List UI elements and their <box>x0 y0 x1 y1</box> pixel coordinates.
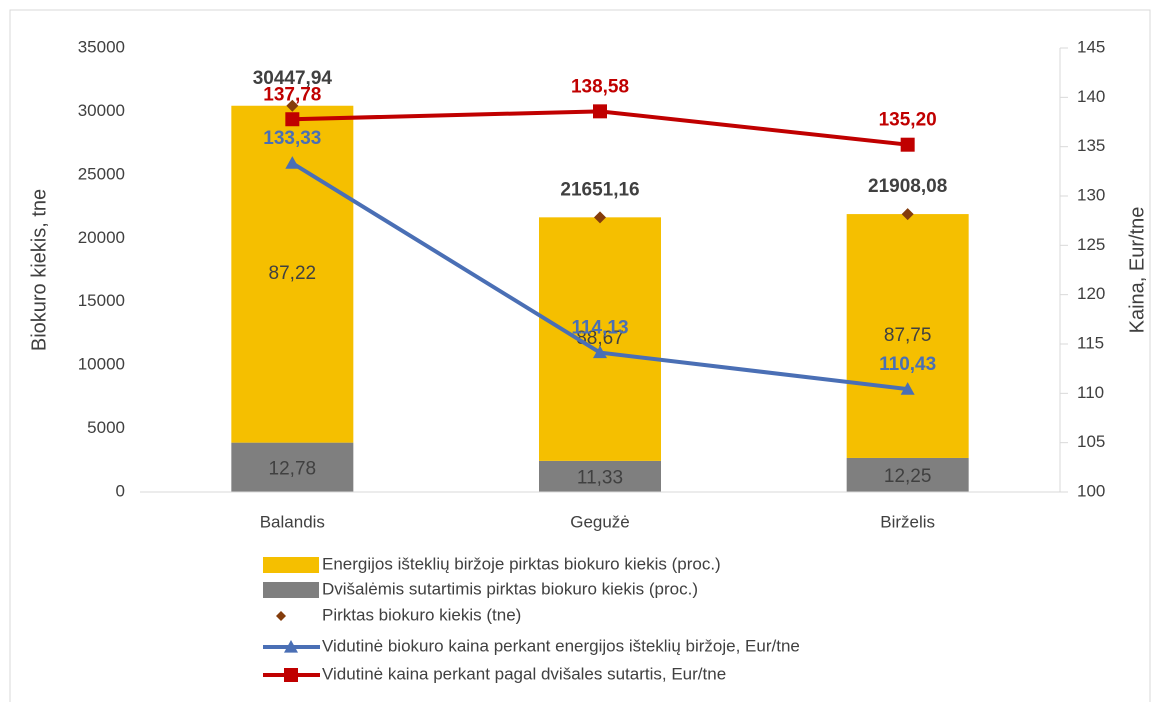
segment-label: 11,33 <box>577 467 623 488</box>
y2-tick-label: 125 <box>1077 235 1105 254</box>
legend-swatch <box>263 557 319 573</box>
legend-label: Vidutinė kaina perkant pagal dvišales su… <box>322 664 726 683</box>
bar-segment <box>846 214 969 458</box>
triangle-marker <box>285 156 300 169</box>
y2-tick-label: 115 <box>1077 333 1104 352</box>
legend-swatch <box>284 640 298 653</box>
triangle-marker <box>900 382 915 395</box>
y2-tick-label: 105 <box>1077 432 1105 451</box>
y2-tick-label: 100 <box>1077 481 1105 500</box>
total-label: 21651,16 <box>560 179 639 200</box>
line-label: 135,20 <box>879 110 937 131</box>
square-marker <box>900 137 915 152</box>
x-tick-label: Balandis <box>260 512 325 531</box>
segment-label: 87,75 <box>884 325 932 346</box>
chart-frame <box>9 9 1151 707</box>
bar-segment <box>539 460 661 492</box>
y-tick-label: 30000 <box>78 101 125 120</box>
line-label: 110,43 <box>879 354 936 375</box>
segment-label: 12,78 <box>269 458 317 479</box>
legend-swatch <box>276 611 286 621</box>
y-tick-label: 25000 <box>78 164 125 183</box>
legend-label: Pirktas biokuro kiekis (tne) <box>322 605 521 624</box>
bar-segment <box>846 457 969 492</box>
segment-label: 12,25 <box>884 466 932 487</box>
y-tick-label: 10000 <box>78 355 125 374</box>
line-label: 137,78 <box>263 84 321 105</box>
line-label: 114,13 <box>571 318 628 339</box>
square-marker <box>593 104 607 119</box>
total-label: 30447,94 <box>253 68 333 89</box>
legend-label: Dvišalėmis sutartimis pirktas biokuro ki… <box>322 579 698 598</box>
legend-label: Vidutinė biokuro kaina perkant energijos… <box>322 636 800 655</box>
y2-tick-label: 145 <box>1077 37 1105 56</box>
diamond-marker <box>901 208 914 221</box>
line-label: 133,33 <box>263 128 321 149</box>
legend-swatch <box>284 668 298 682</box>
y2-tick-label: 130 <box>1077 185 1105 204</box>
triangle-marker <box>593 345 607 359</box>
y2-tick-label: 120 <box>1077 284 1105 303</box>
y2-tick-label: 140 <box>1077 87 1105 106</box>
y-tick-label: 5000 <box>87 418 125 437</box>
y2-axis-label: Kaina, Eur/tne <box>1126 207 1148 334</box>
x-tick-label: Gegužė <box>570 512 630 531</box>
diamond-marker <box>594 211 606 224</box>
bar-segment <box>539 217 661 461</box>
legend-label: Energijos išteklių biržoje pirktas bioku… <box>322 554 721 573</box>
legend-swatch <box>263 582 319 598</box>
y-axis-label: Biokuro kiekis, tne <box>28 189 50 351</box>
square-marker <box>285 112 300 127</box>
x-tick-label: Birželis <box>880 512 935 531</box>
bar-segment <box>231 442 354 492</box>
y-tick-label: 0 <box>116 481 125 500</box>
segment-label: 87,22 <box>269 263 317 284</box>
diamond-marker <box>286 99 299 112</box>
total-label: 21908,08 <box>868 176 947 197</box>
y-tick-label: 20000 <box>78 228 125 247</box>
y-tick-label: 15000 <box>78 291 125 310</box>
y2-tick-label: 135 <box>1077 136 1105 155</box>
y-tick-label: 35000 <box>78 37 125 56</box>
line-label: 138,58 <box>571 76 629 97</box>
y2-tick-label: 110 <box>1077 383 1104 402</box>
